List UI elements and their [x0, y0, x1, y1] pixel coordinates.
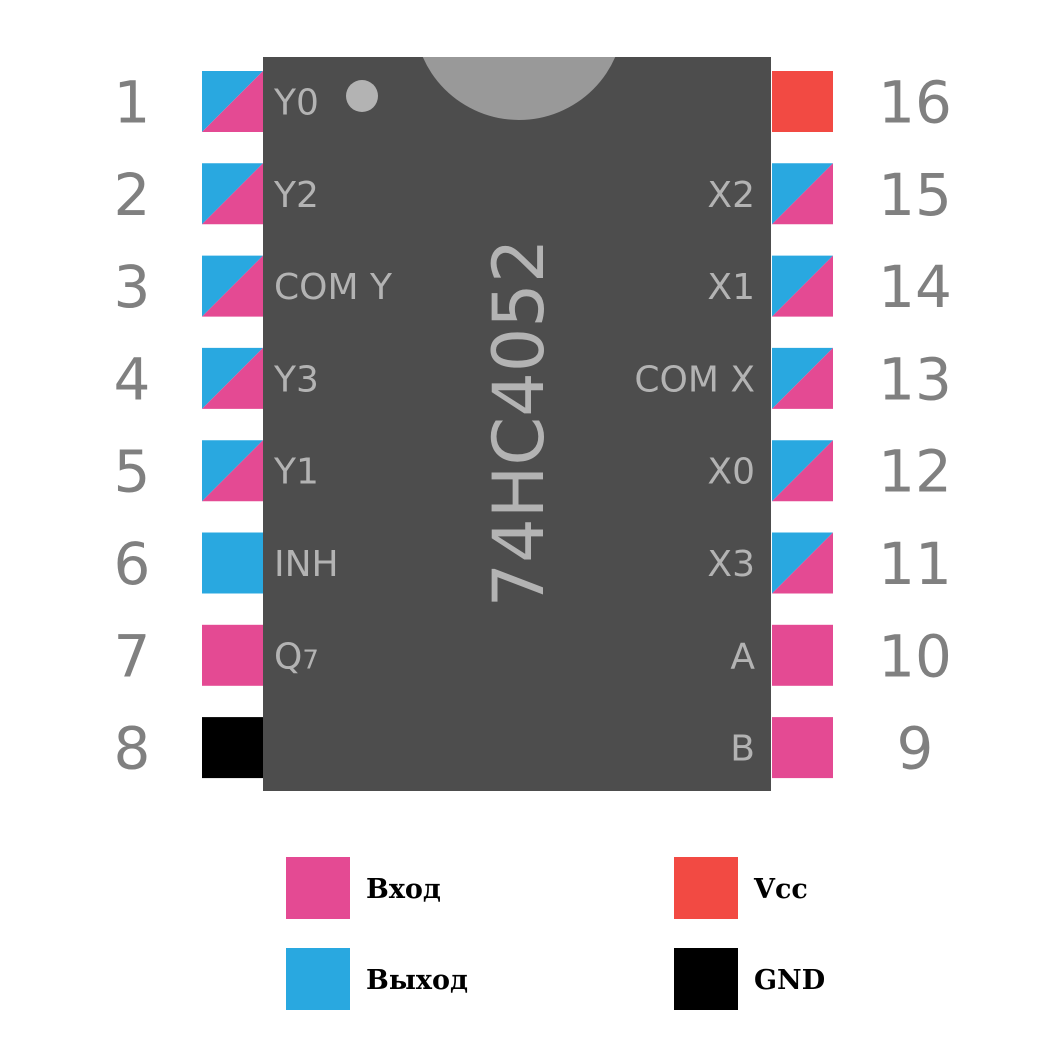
pin-label-subscript: 7 [302, 645, 319, 675]
pin-label: X3 [707, 544, 755, 585]
input-half [202, 255, 263, 317]
legend-item-vcc: Vcc [674, 857, 808, 919]
pin-9 [772, 717, 833, 779]
legend-swatch [286, 948, 350, 1010]
pin-12 [772, 440, 833, 502]
legend-item-gnd: GND [674, 948, 825, 1010]
pin-10 [772, 624, 833, 686]
pin-label: X0 [707, 452, 755, 493]
pin-6 [202, 532, 263, 594]
pin-number: 4 [114, 345, 151, 413]
legend-label: GND [754, 965, 825, 996]
pin-14 [772, 255, 833, 317]
pin-16 [772, 71, 833, 132]
pin-3 [202, 255, 263, 317]
pin-number: 5 [114, 438, 151, 506]
legend-swatch [674, 857, 738, 919]
chip-body [263, 57, 771, 791]
pin-number: 8 [114, 715, 151, 783]
vcc-fill [772, 71, 833, 132]
pin-number: 3 [114, 253, 151, 321]
input-half [202, 347, 263, 409]
gnd-fill [202, 717, 263, 779]
pin-label: X2 [707, 175, 755, 216]
input-fill [772, 717, 833, 779]
pin-number: 10 [878, 622, 952, 690]
input-half [772, 532, 833, 594]
input-half [772, 163, 833, 225]
pin-number: 1 [114, 69, 151, 137]
pin-number: 15 [878, 161, 952, 229]
pin-number: 9 [897, 715, 934, 783]
legend-swatch [286, 857, 350, 919]
legend-item-input: Вход [286, 857, 441, 919]
pin-number: 12 [878, 438, 952, 506]
pin-4 [202, 347, 263, 409]
pin1-marker-dot [346, 80, 378, 112]
pin-label: Y3 [273, 359, 319, 400]
legend-label: Вход [366, 874, 441, 905]
legend-label: Vcc [753, 874, 808, 905]
pin-label: Y2 [273, 175, 319, 216]
pin-label: Y0 [273, 83, 319, 124]
pin-1 [202, 71, 263, 132]
pin-label: COM Y [274, 267, 393, 308]
input-half [772, 255, 833, 317]
input-fill [202, 624, 263, 686]
input-half [202, 71, 263, 132]
pin-7 [202, 624, 263, 686]
chip-notch [422, 57, 616, 120]
pin-number: 7 [114, 622, 151, 690]
pin-8 [202, 717, 263, 779]
pin-number: 11 [878, 530, 952, 598]
input-half [202, 440, 263, 502]
input-half [202, 163, 263, 225]
legend-swatch [674, 948, 738, 1010]
input-fill [772, 624, 833, 686]
output-fill [202, 532, 263, 594]
pin-label: INH [274, 544, 339, 585]
pin-number: 14 [878, 253, 952, 321]
legend-item-output: Выход [286, 948, 468, 1010]
pin-label: Y1 [273, 452, 319, 493]
legend-label: Выход [366, 965, 468, 996]
input-half [772, 347, 833, 409]
input-half [772, 440, 833, 502]
pin-label: B [730, 729, 755, 770]
chip-name: 74HC4052 [478, 239, 560, 608]
pin-label: X1 [707, 267, 755, 308]
pin-number: 2 [114, 161, 151, 229]
pin-5 [202, 440, 263, 502]
pin-number: 6 [114, 530, 151, 598]
pin-number: 16 [878, 69, 952, 137]
pin-label: A [730, 636, 755, 677]
pin-2 [202, 163, 263, 225]
pin-15 [772, 163, 833, 225]
pin-number: 13 [878, 345, 952, 413]
pin-13 [772, 347, 833, 409]
pin-label: COM X [634, 359, 755, 400]
pin-11 [772, 532, 833, 594]
